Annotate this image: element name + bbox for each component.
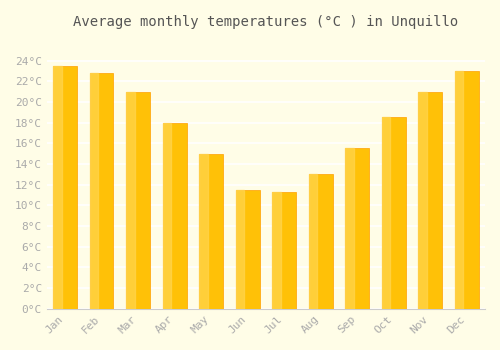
Bar bbox=[309, 174, 317, 309]
Bar bbox=[346, 148, 369, 309]
Bar bbox=[382, 118, 406, 309]
Bar bbox=[200, 154, 223, 309]
Bar bbox=[418, 92, 426, 309]
Bar bbox=[90, 73, 114, 309]
Bar bbox=[90, 73, 98, 309]
Bar bbox=[54, 66, 77, 309]
Bar bbox=[54, 66, 62, 309]
Bar bbox=[126, 92, 134, 309]
Bar bbox=[382, 118, 390, 309]
Bar bbox=[236, 190, 244, 309]
Bar bbox=[272, 192, 280, 309]
Bar bbox=[418, 92, 442, 309]
Bar bbox=[163, 122, 186, 309]
Bar bbox=[309, 174, 332, 309]
Bar bbox=[346, 148, 354, 309]
Title: Average monthly temperatures (°C ) in Unquillo: Average monthly temperatures (°C ) in Un… bbox=[74, 15, 458, 29]
Bar bbox=[272, 192, 296, 309]
Bar bbox=[455, 71, 478, 309]
Bar bbox=[126, 92, 150, 309]
Bar bbox=[200, 154, 207, 309]
Bar bbox=[163, 122, 171, 309]
Bar bbox=[455, 71, 463, 309]
Bar bbox=[236, 190, 260, 309]
